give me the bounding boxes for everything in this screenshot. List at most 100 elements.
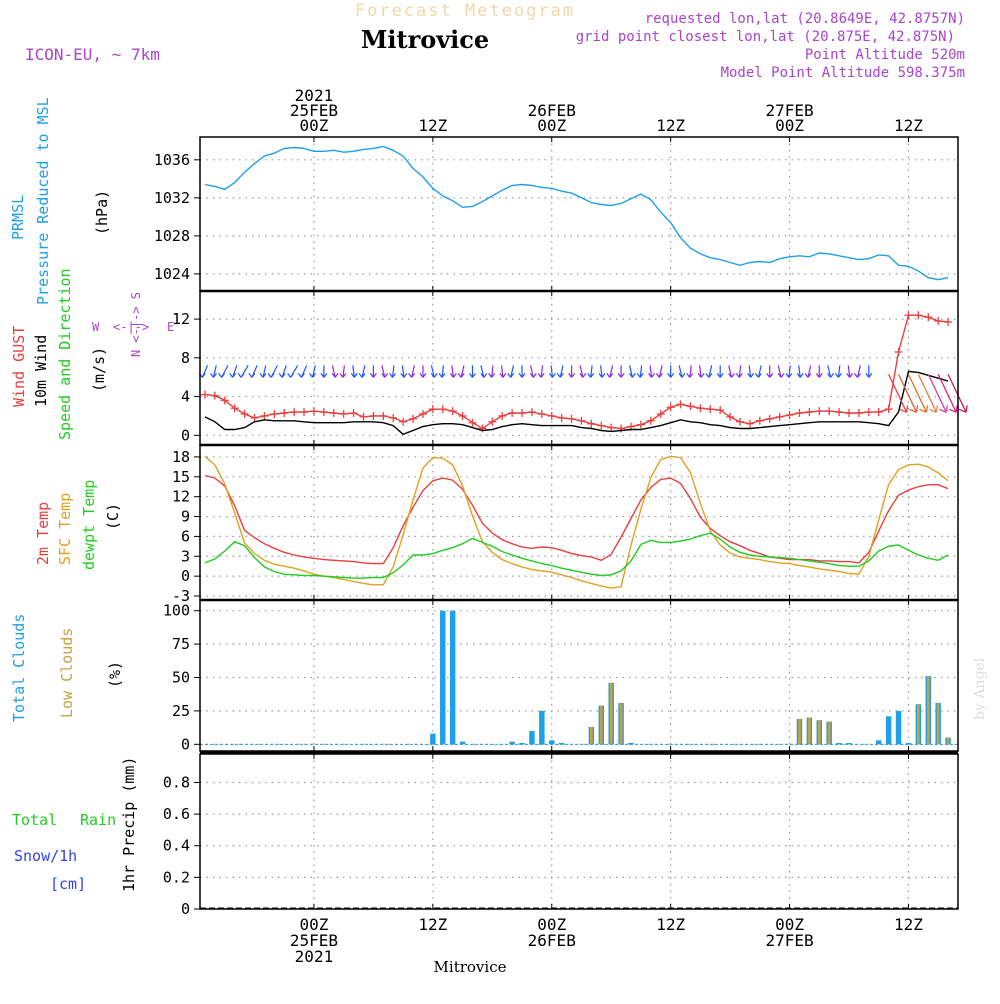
- gust-marker: [696, 404, 705, 413]
- grid-coords: grid point closest lon,lat (20.875E, 42.…: [576, 29, 955, 45]
- gust-marker: [646, 416, 655, 425]
- total-cloud-bar: [895, 710, 902, 745]
- clouds-unit: (%): [106, 661, 124, 688]
- gust-marker: [686, 402, 695, 411]
- gust-marker: [845, 409, 854, 418]
- time-label: 12Z: [418, 116, 447, 135]
- gust-marker: [567, 414, 576, 423]
- gust-marker: [864, 408, 873, 417]
- gust-marker: [656, 410, 665, 419]
- gust-marker: [795, 409, 804, 418]
- wind-direction-arrow: [636, 365, 644, 378]
- total-cloud-bar: [549, 740, 555, 745]
- gust-marker: [854, 409, 863, 418]
- y-tick-label: 0.4: [163, 837, 190, 855]
- low-cloud-bar: [936, 702, 940, 745]
- gust-marker: [755, 416, 764, 425]
- gust-marker: [676, 400, 685, 409]
- gust-marker: [587, 419, 596, 428]
- low-cloud-bar: [798, 718, 801, 745]
- dewpt-label: dewpt Temp: [80, 480, 98, 570]
- gust-marker: [260, 411, 269, 420]
- time-label: 12Z: [894, 116, 923, 135]
- time-label: 2021: [295, 947, 334, 966]
- time-label: 27FEB: [765, 931, 813, 950]
- gust-marker: [726, 412, 735, 421]
- time-label: 12Z: [656, 116, 685, 135]
- total-cloud-bar: [885, 716, 892, 745]
- gust-marker: [914, 311, 923, 320]
- gust-marker: [448, 407, 457, 416]
- total-label: Total: [12, 811, 57, 829]
- wind-direction-arrow: [617, 365, 625, 378]
- gust-marker: [508, 409, 517, 418]
- cm-label: [cm]: [50, 875, 86, 893]
- low-cloud-bar: [917, 704, 920, 745]
- gust-marker: [270, 410, 279, 419]
- gust-marker: [200, 390, 209, 399]
- wind-direction-arrow: [480, 365, 488, 378]
- wind-direction-arrow: [237, 365, 249, 378]
- gust-marker: [765, 414, 774, 423]
- y-tick-label: 1036: [154, 151, 190, 169]
- footer-location: Mitrovice: [434, 958, 507, 976]
- wind-direction-arrow: [350, 365, 358, 378]
- wind-direction-arrow: [796, 365, 804, 378]
- gust-marker: [319, 408, 328, 417]
- gust-marker: [577, 416, 586, 425]
- y-tick-label: 0: [181, 567, 190, 585]
- wind-direction-arrow: [218, 365, 229, 378]
- compass-w: W: [92, 320, 100, 334]
- wind-direction-arrow: [499, 365, 507, 378]
- gust-marker: [557, 413, 566, 422]
- series-10m-wind: [204, 370, 949, 436]
- snow-label: Snow/1h: [14, 847, 77, 865]
- wind-direction-arrow: [766, 365, 774, 378]
- wind-direction-arrow: [648, 365, 656, 378]
- wind-direction-arrow: [389, 365, 396, 378]
- gust-marker: [418, 410, 427, 419]
- y-tick-label: 50: [172, 669, 190, 687]
- gust-marker: [736, 417, 745, 426]
- wind-panel: 0 4 8 12: [172, 291, 968, 446]
- wind-direction-arrow: [667, 365, 675, 378]
- y-tick-label: 1028: [154, 227, 190, 245]
- direction-label: Speed and Direction: [56, 268, 74, 440]
- y-tick-label: 0.6: [163, 805, 190, 823]
- total-cloud-bar: [558, 742, 565, 745]
- y-tick-label: 25: [172, 702, 190, 720]
- location-title: Mitrovice: [361, 25, 489, 54]
- gust-marker: [785, 410, 794, 419]
- y-tick-label: 0: [181, 900, 190, 918]
- time-label: 25FEB: [290, 101, 338, 120]
- wind-direction-arrow: [381, 365, 389, 378]
- wind-direction-arrow: [697, 365, 705, 378]
- total-clouds-label: Total Clouds: [10, 614, 28, 722]
- cloud-labels: Total Clouds Low Clouds (%): [10, 614, 124, 722]
- gust-marker: [884, 405, 893, 414]
- low-cloud-bar: [619, 702, 623, 745]
- wind-direction-arrow: [449, 365, 457, 378]
- model-label: ICON-EU, ~ 7km: [25, 45, 160, 64]
- gust-marker: [240, 410, 249, 419]
- prmsl-label: PRMSL: [9, 195, 27, 240]
- temperature-panel: -3 0 3 69 12 15 18: [172, 444, 959, 605]
- time-label: 00Z: [299, 915, 328, 934]
- y-tick-label: 12: [172, 488, 190, 506]
- wind-direction-arrow: [785, 365, 793, 378]
- gust-marker: [716, 406, 725, 415]
- wind-direction-arrow: [469, 365, 476, 378]
- wind-direction-arrow: [606, 365, 614, 378]
- gust-marker: [835, 408, 844, 417]
- wind-direction-arrow: [728, 365, 735, 378]
- gust-marker: [468, 418, 477, 427]
- compass-we: <-|->: [113, 320, 149, 334]
- total-cloud-bar: [449, 610, 456, 745]
- point-altitude: Point Altitude 520m: [805, 47, 965, 63]
- pressure-label: Pressure Reduced to MSL: [34, 97, 52, 305]
- wind-direction-arrow: [865, 365, 873, 378]
- precip-panel: 0 0.2 0.4 0.6 0.8: [163, 753, 959, 918]
- y-tick-label: 75: [172, 635, 190, 653]
- wind-direction-arrow: [309, 365, 317, 378]
